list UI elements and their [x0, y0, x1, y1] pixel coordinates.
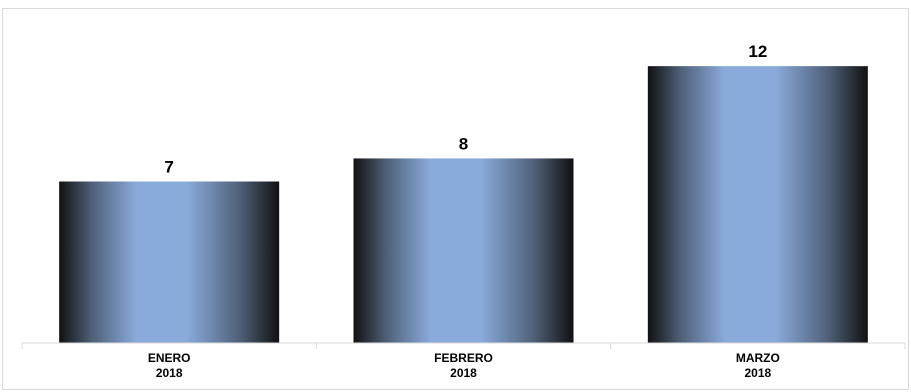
- tick-label-febrero-year: 2018: [450, 366, 477, 380]
- data-label-febrero: 8: [459, 134, 468, 153]
- tick-label-marzo-year: 2018: [744, 366, 771, 380]
- tick-label-enero-year: 2018: [156, 366, 183, 380]
- tick-label-marzo-month: MARZO: [736, 351, 780, 365]
- data-label-marzo: 12: [748, 42, 767, 61]
- bar-febrero: [353, 158, 574, 343]
- tick-label-enero-month: ENERO: [148, 351, 191, 365]
- data-label-enero: 7: [164, 158, 173, 177]
- x-axis-ticks: [21, 343, 906, 349]
- bars-group: [59, 66, 868, 344]
- tick-label-febrero-month: FEBRERO: [434, 351, 493, 365]
- bar-marzo: [647, 66, 868, 344]
- bar-enero: [59, 181, 280, 343]
